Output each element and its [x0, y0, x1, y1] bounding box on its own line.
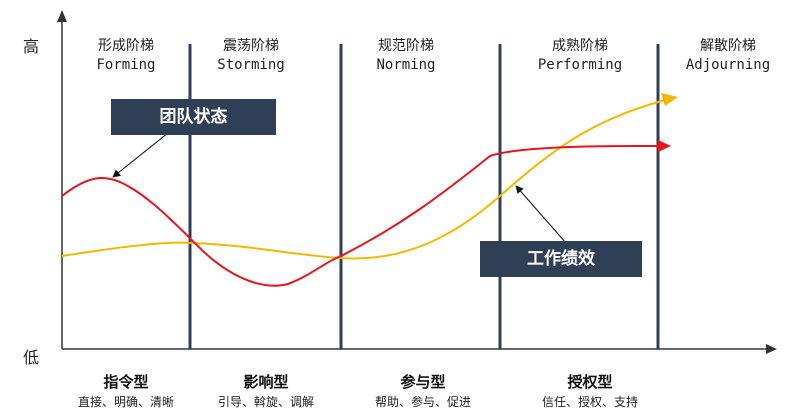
stage-norming-en: Norming	[376, 57, 436, 73]
stage-adjourning-zh: 解散阶梯	[700, 38, 756, 54]
stage-forming-en: Forming	[96, 57, 156, 73]
stage-norming: 规范阶梯 Norming	[331, 37, 481, 75]
leadership-style-desc: 引导、斡旋、调解	[217, 395, 314, 409]
leadership-style-desc: 直接、明确、清晰	[77, 395, 174, 409]
leadership-style-desc: 信任、授权、支持	[541, 395, 638, 409]
stage-forming-zh: 形成阶梯	[98, 38, 154, 54]
leadership-style-title: 参与型	[400, 373, 446, 391]
leadership-style-delegating: 授权型 信任、授权、支持	[510, 372, 670, 411]
team-state-curve	[61, 145, 661, 287]
team-state-pointer	[112, 132, 169, 178]
axis-low-label: 低	[23, 348, 40, 367]
performance-callout: 工作绩效	[480, 241, 642, 277]
stage-storming-zh: 震荡阶梯	[223, 38, 279, 54]
stage-performing: 成熟阶梯 Performing	[505, 37, 655, 75]
performance-curve	[61, 99, 666, 260]
performance-curve-arrowhead	[661, 93, 678, 106]
leadership-style-title: 授权型	[567, 373, 613, 391]
leadership-style-participative: 参与型 帮助、参与、促进	[343, 372, 503, 411]
leadership-style-title: 影响型	[243, 373, 289, 391]
stage-storming: 震荡阶梯 Storming	[176, 37, 326, 75]
leadership-style-title: 指令型	[103, 373, 149, 391]
stage-adjourning: 解散阶梯 Adjourning	[653, 37, 803, 75]
stage-norming-zh: 规范阶梯	[378, 38, 434, 54]
stage-forming: 形成阶梯 Forming	[51, 37, 201, 75]
team-state-callout: 团队状态	[111, 99, 276, 135]
leadership-style-desc: 帮助、参与、促进	[374, 395, 471, 409]
leadership-style-directive: 指令型 直接、明确、清晰	[46, 372, 206, 411]
leadership-style-influencing: 影响型 引导、斡旋、调解	[186, 372, 346, 411]
stage-adjourning-en: Adjourning	[685, 57, 771, 73]
y-axis-arrowhead	[57, 10, 67, 22]
axis-high-label: 高	[23, 37, 40, 56]
x-axis-arrowhead	[766, 344, 777, 354]
stage-storming-en: Storming	[217, 57, 285, 73]
team-state-curve-arrowhead	[658, 140, 671, 152]
stage-performing-zh: 成熟阶梯	[552, 38, 608, 54]
stage-performing-en: Performing	[537, 57, 623, 73]
performance-pointer	[515, 185, 567, 244]
